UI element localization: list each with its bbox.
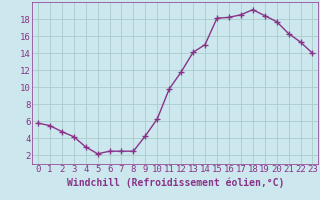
X-axis label: Windchill (Refroidissement éolien,°C): Windchill (Refroidissement éolien,°C) [67,177,284,188]
